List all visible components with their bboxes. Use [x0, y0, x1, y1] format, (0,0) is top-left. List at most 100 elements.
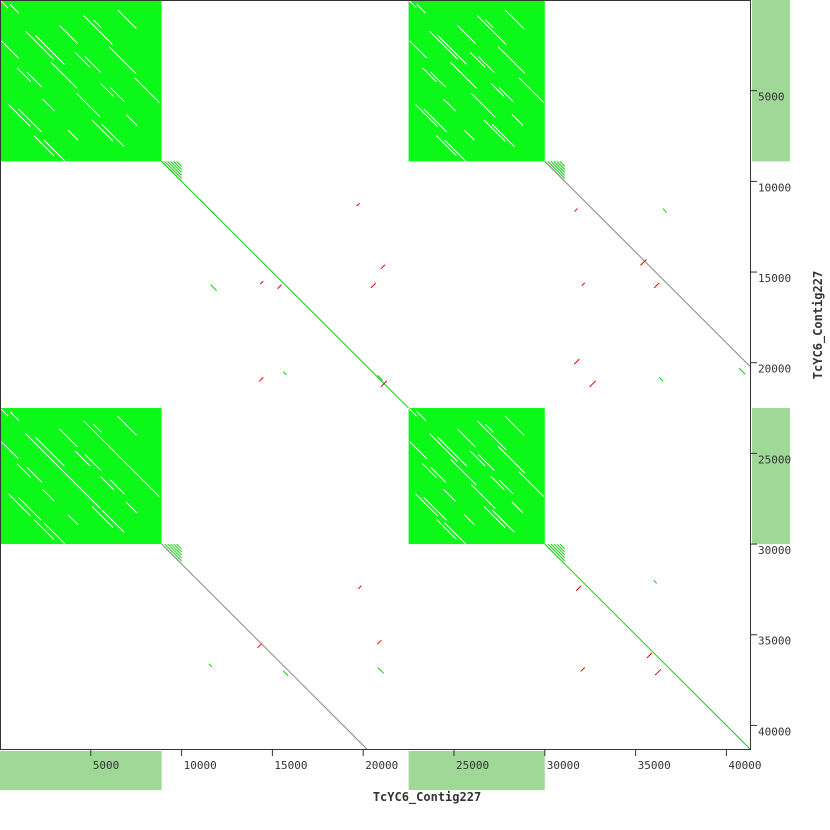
hatch-line — [553, 543, 566, 556]
repeat-block — [408, 408, 545, 545]
block-streak — [33, 135, 55, 157]
hatch-line — [164, 543, 182, 562]
repeat-block — [0, 408, 162, 545]
block-streak — [101, 509, 125, 533]
x-tick-label: 5000 — [93, 759, 120, 772]
block-streak — [476, 15, 507, 45]
y-tick-label: 40000 — [758, 725, 791, 738]
block-streak — [134, 77, 160, 104]
block-streak — [518, 77, 545, 104]
forward-hit — [653, 579, 658, 584]
block-streak — [18, 497, 42, 521]
block-streak — [464, 129, 475, 141]
y-tick-label: 25000 — [758, 453, 791, 466]
block-streak — [457, 25, 476, 44]
y-tick-label: 35000 — [758, 635, 791, 648]
reverse-hit — [257, 643, 262, 649]
block-streak — [25, 30, 54, 60]
block-streak — [483, 119, 506, 142]
y-axis-label: TcYC6_Contig227 — [811, 271, 826, 379]
reverse-hit — [277, 284, 282, 290]
y-tick-label: 30000 — [758, 544, 791, 557]
block-streak — [76, 484, 101, 509]
block-streak — [35, 34, 65, 65]
block-streak — [100, 83, 114, 97]
x-coverage-bar — [0, 751, 162, 790]
forward-hit — [662, 208, 668, 213]
block-streak — [1, 40, 19, 59]
y-tick-label: 5000 — [758, 91, 785, 104]
block-streak — [415, 493, 438, 517]
block-streak — [437, 34, 467, 65]
diagonal-segment — [161, 543, 368, 750]
reverse-hit — [380, 380, 388, 388]
block-streak — [504, 9, 525, 30]
y-tick-label: 15000 — [758, 272, 791, 285]
block-streak — [429, 433, 458, 462]
block-streak — [110, 87, 125, 103]
block-streak — [59, 428, 78, 448]
coverage-histograms — [0, 0, 790, 790]
block-streak — [511, 114, 524, 126]
x-tick-label: 10000 — [184, 759, 217, 772]
block-streak — [457, 428, 476, 448]
reverse-hit — [646, 652, 653, 659]
x-axis-ticks: 5000 10000 15000 20000 25000 30000 35000 40000 — [90, 750, 762, 772]
block-streak — [134, 471, 160, 498]
block-streak — [430, 71, 447, 88]
block-streak — [423, 108, 448, 133]
reverse-hit — [653, 282, 660, 289]
block-streak — [42, 98, 55, 112]
block-streak — [50, 61, 78, 89]
hatch-line — [167, 543, 182, 559]
diagonal-segment — [161, 161, 409, 409]
forward-hit — [282, 371, 287, 376]
block-streak — [498, 479, 514, 495]
block-streak — [443, 98, 456, 112]
block-streak — [436, 519, 457, 540]
hatch-line — [547, 543, 566, 562]
block-streak — [0, 407, 9, 417]
block-streak — [483, 506, 506, 529]
block-streak — [470, 92, 496, 118]
block-streak — [83, 15, 113, 45]
block-streak — [1, 441, 19, 460]
block-streak — [117, 415, 137, 436]
y-coverage-bar — [752, 0, 790, 162]
hatch-line — [556, 161, 566, 170]
block-streak — [25, 433, 54, 462]
hatch-line — [550, 161, 566, 176]
block-streak — [484, 423, 494, 433]
reverse-hit — [654, 668, 662, 676]
x-coverage-bar — [408, 751, 545, 790]
block-streak — [18, 108, 42, 133]
block-streak — [409, 441, 428, 460]
forward-hit — [199, 199, 206, 205]
hatch-line — [550, 543, 566, 559]
forward-hit — [282, 670, 289, 677]
block-streak — [423, 497, 448, 521]
block-streak — [409, 40, 428, 59]
block-streak — [511, 501, 524, 514]
block-streak — [8, 493, 31, 517]
block-streak — [498, 87, 514, 103]
reverse-hit — [377, 639, 382, 645]
forward-hit — [658, 376, 664, 382]
block-streak — [422, 463, 437, 479]
block-streak — [125, 114, 138, 126]
reverse-hit — [258, 376, 264, 382]
forward-hit — [208, 663, 213, 668]
hatch-line — [164, 161, 182, 179]
block-streak — [416, 411, 427, 421]
block-streak — [8, 104, 31, 127]
reverse-hit — [575, 585, 582, 592]
block-streak — [93, 423, 102, 433]
reverse-hit — [580, 667, 586, 672]
block-streak — [444, 522, 466, 545]
block-streak — [43, 139, 66, 162]
block-streak — [477, 454, 495, 471]
block-streak — [26, 71, 43, 88]
forward-hit — [377, 667, 385, 674]
x-tick-label: 35000 — [638, 759, 671, 772]
